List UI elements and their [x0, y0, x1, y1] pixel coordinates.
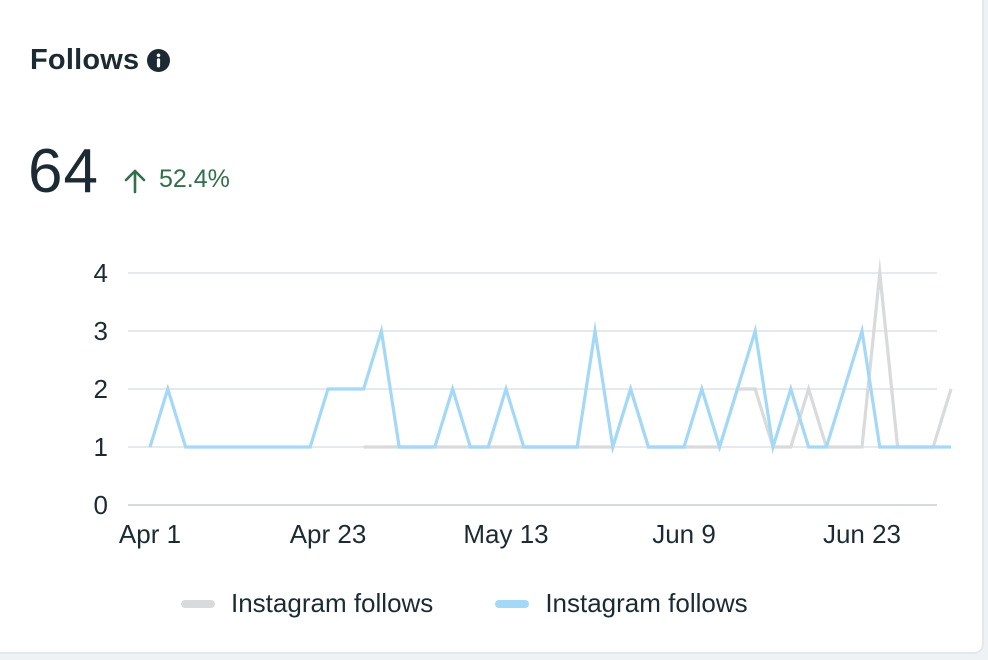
follows-line-chart: 0 1 2 3 4 Apr 1 Apr 23 May 13 Jun 9 Jun 23 — [94, 257, 953, 549]
y-tick-label-2: 2 — [94, 374, 108, 404]
x-tick-label-may-13: May 13 — [463, 519, 548, 549]
series-line-blue — [148, 320, 951, 455]
x-tick-label-apr-1: Apr 1 — [119, 519, 181, 549]
change-percent: 52.4% — [158, 164, 230, 193]
legend-swatch-blue — [495, 599, 530, 608]
x-tick-label-jun-23: Jun 23 — [823, 519, 901, 549]
legend-item-gray[interactable]: Instagram follows — [181, 588, 433, 619]
legend-label-blue: Instagram follows — [545, 588, 748, 618]
metric-summary: 64 52.4% — [28, 136, 230, 207]
y-tick-label-3: 3 — [94, 316, 108, 346]
legend-swatch-gray — [181, 599, 215, 608]
y-tick-label-0: 0 — [94, 490, 108, 520]
card-title: Follows — [30, 44, 140, 76]
chart-legend: Instagram follows Instagram follows — [181, 588, 810, 619]
change-indicator: 52.4% — [123, 165, 230, 194]
legend-item-blue[interactable]: Instagram follows — [495, 588, 748, 619]
card-header: Follows — [30, 44, 171, 77]
y-tick-label-4: 4 — [94, 258, 108, 288]
x-tick-label-jun-9: Jun 9 — [652, 519, 716, 549]
legend-label-gray: Instagram follows — [231, 588, 434, 618]
total-follows-value: 64 — [28, 137, 99, 206]
info-icon[interactable] — [147, 49, 171, 72]
x-tick-label-apr-23: Apr 23 — [290, 519, 367, 549]
y-tick-label-1: 1 — [94, 432, 108, 462]
up-arrow-icon — [124, 169, 146, 194]
series-line-gray — [363, 257, 953, 449]
